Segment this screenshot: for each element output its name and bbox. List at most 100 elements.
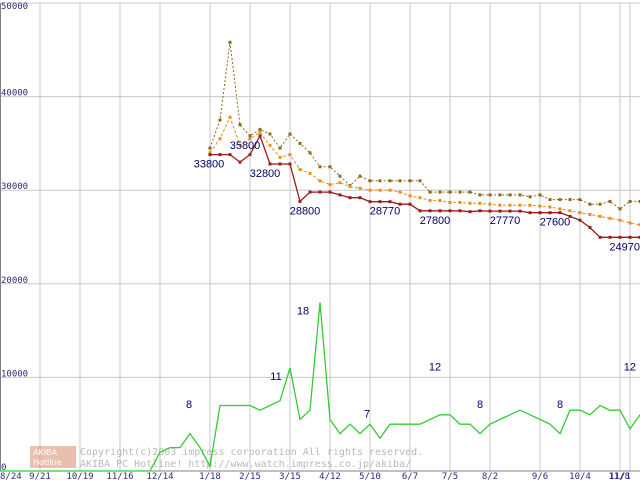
data-point — [418, 196, 422, 200]
data-point — [308, 151, 312, 155]
data-point — [338, 193, 342, 197]
data-point — [508, 209, 512, 213]
series-line-shop-count — [0, 302, 640, 472]
data-point — [498, 209, 502, 213]
data-point — [208, 151, 212, 155]
data-point — [408, 194, 412, 198]
data-point — [308, 190, 312, 194]
data-point — [338, 181, 342, 185]
x-tick-label: 9/21 — [29, 472, 51, 480]
y-tick-label: 0 — [1, 463, 6, 473]
data-point — [588, 213, 592, 216]
data-point — [428, 209, 432, 213]
data-point — [268, 143, 272, 147]
x-tick-label: 4/12 — [319, 472, 341, 480]
data-point — [328, 190, 332, 194]
x-tick-label: 10/19 — [66, 472, 93, 480]
series-line-min-price — [210, 134, 640, 238]
count-label: 11 — [270, 371, 281, 383]
data-point — [498, 193, 502, 197]
data-point — [518, 209, 522, 213]
data-point — [378, 179, 382, 183]
data-point — [488, 202, 492, 206]
data-point — [268, 162, 272, 166]
data-point — [298, 168, 302, 172]
price-label: 27600 — [540, 217, 571, 229]
x-tick-label: 10/4 — [569, 472, 591, 480]
count-label: 8 — [557, 399, 563, 411]
data-point — [328, 165, 332, 169]
y-tick-label: 30000 — [1, 182, 28, 192]
data-point — [258, 134, 262, 138]
data-point — [458, 209, 462, 213]
data-point — [458, 200, 462, 204]
price-label: 27800 — [420, 215, 451, 227]
data-point — [348, 196, 352, 200]
data-point — [528, 203, 532, 207]
data-point — [238, 143, 242, 147]
data-point — [608, 216, 612, 220]
count-label: 12 — [429, 362, 441, 374]
x-tick-label: 1/18 — [199, 472, 221, 480]
data-point — [348, 185, 352, 188]
data-point — [598, 235, 602, 239]
data-point — [458, 190, 462, 194]
data-point — [618, 235, 622, 239]
data-point — [298, 141, 302, 145]
data-point — [288, 162, 292, 166]
data-point — [558, 211, 562, 215]
x-tick-label: 11/16 — [106, 472, 133, 480]
data-point — [488, 193, 492, 197]
data-point — [528, 211, 532, 215]
data-point — [508, 203, 512, 207]
data-point — [358, 196, 362, 200]
data-point — [248, 153, 252, 157]
data-point — [238, 123, 242, 127]
data-point — [548, 198, 552, 202]
y-tick-label: 50000 — [1, 2, 28, 12]
data-point — [598, 214, 602, 218]
data-point — [628, 235, 632, 239]
data-point — [338, 174, 342, 178]
y-tick-label: 10000 — [1, 369, 28, 379]
data-point — [318, 190, 322, 194]
data-point — [388, 179, 392, 183]
akiba-logo — [30, 446, 76, 468]
data-point — [488, 209, 492, 213]
x-tick-label: 11/8 — [608, 472, 630, 480]
data-point — [208, 153, 212, 157]
count-label: 18 — [297, 306, 309, 318]
data-point — [548, 205, 552, 209]
data-point — [238, 160, 242, 164]
data-point — [278, 162, 282, 166]
data-point — [378, 200, 382, 204]
data-point — [438, 209, 442, 213]
count-label: 12 — [624, 362, 636, 374]
data-point — [218, 153, 222, 157]
price-label: 35800 — [230, 140, 261, 152]
data-point — [578, 198, 582, 202]
data-point — [418, 209, 422, 213]
data-point — [218, 137, 222, 141]
data-point — [548, 211, 552, 215]
data-point — [608, 235, 612, 239]
data-point — [408, 179, 412, 183]
count-label: 7 — [364, 408, 370, 420]
data-point — [218, 118, 222, 122]
x-tick-label: 9/6 — [532, 472, 548, 480]
data-point — [628, 199, 632, 203]
data-point — [288, 132, 292, 136]
price-label: 32800 — [250, 168, 281, 180]
data-point — [448, 209, 452, 213]
data-point — [478, 209, 482, 213]
data-point — [208, 146, 212, 150]
copyright-watermark: AKIBA Hotline Copyright(c)2003 impress c… — [30, 446, 423, 470]
data-point — [388, 188, 392, 192]
x-tick-label: 2/15 — [239, 472, 261, 480]
data-point — [368, 200, 372, 204]
count-label: 8 — [477, 399, 483, 411]
series-lines — [0, 40, 640, 472]
data-point — [478, 193, 482, 197]
data-point — [318, 179, 322, 183]
